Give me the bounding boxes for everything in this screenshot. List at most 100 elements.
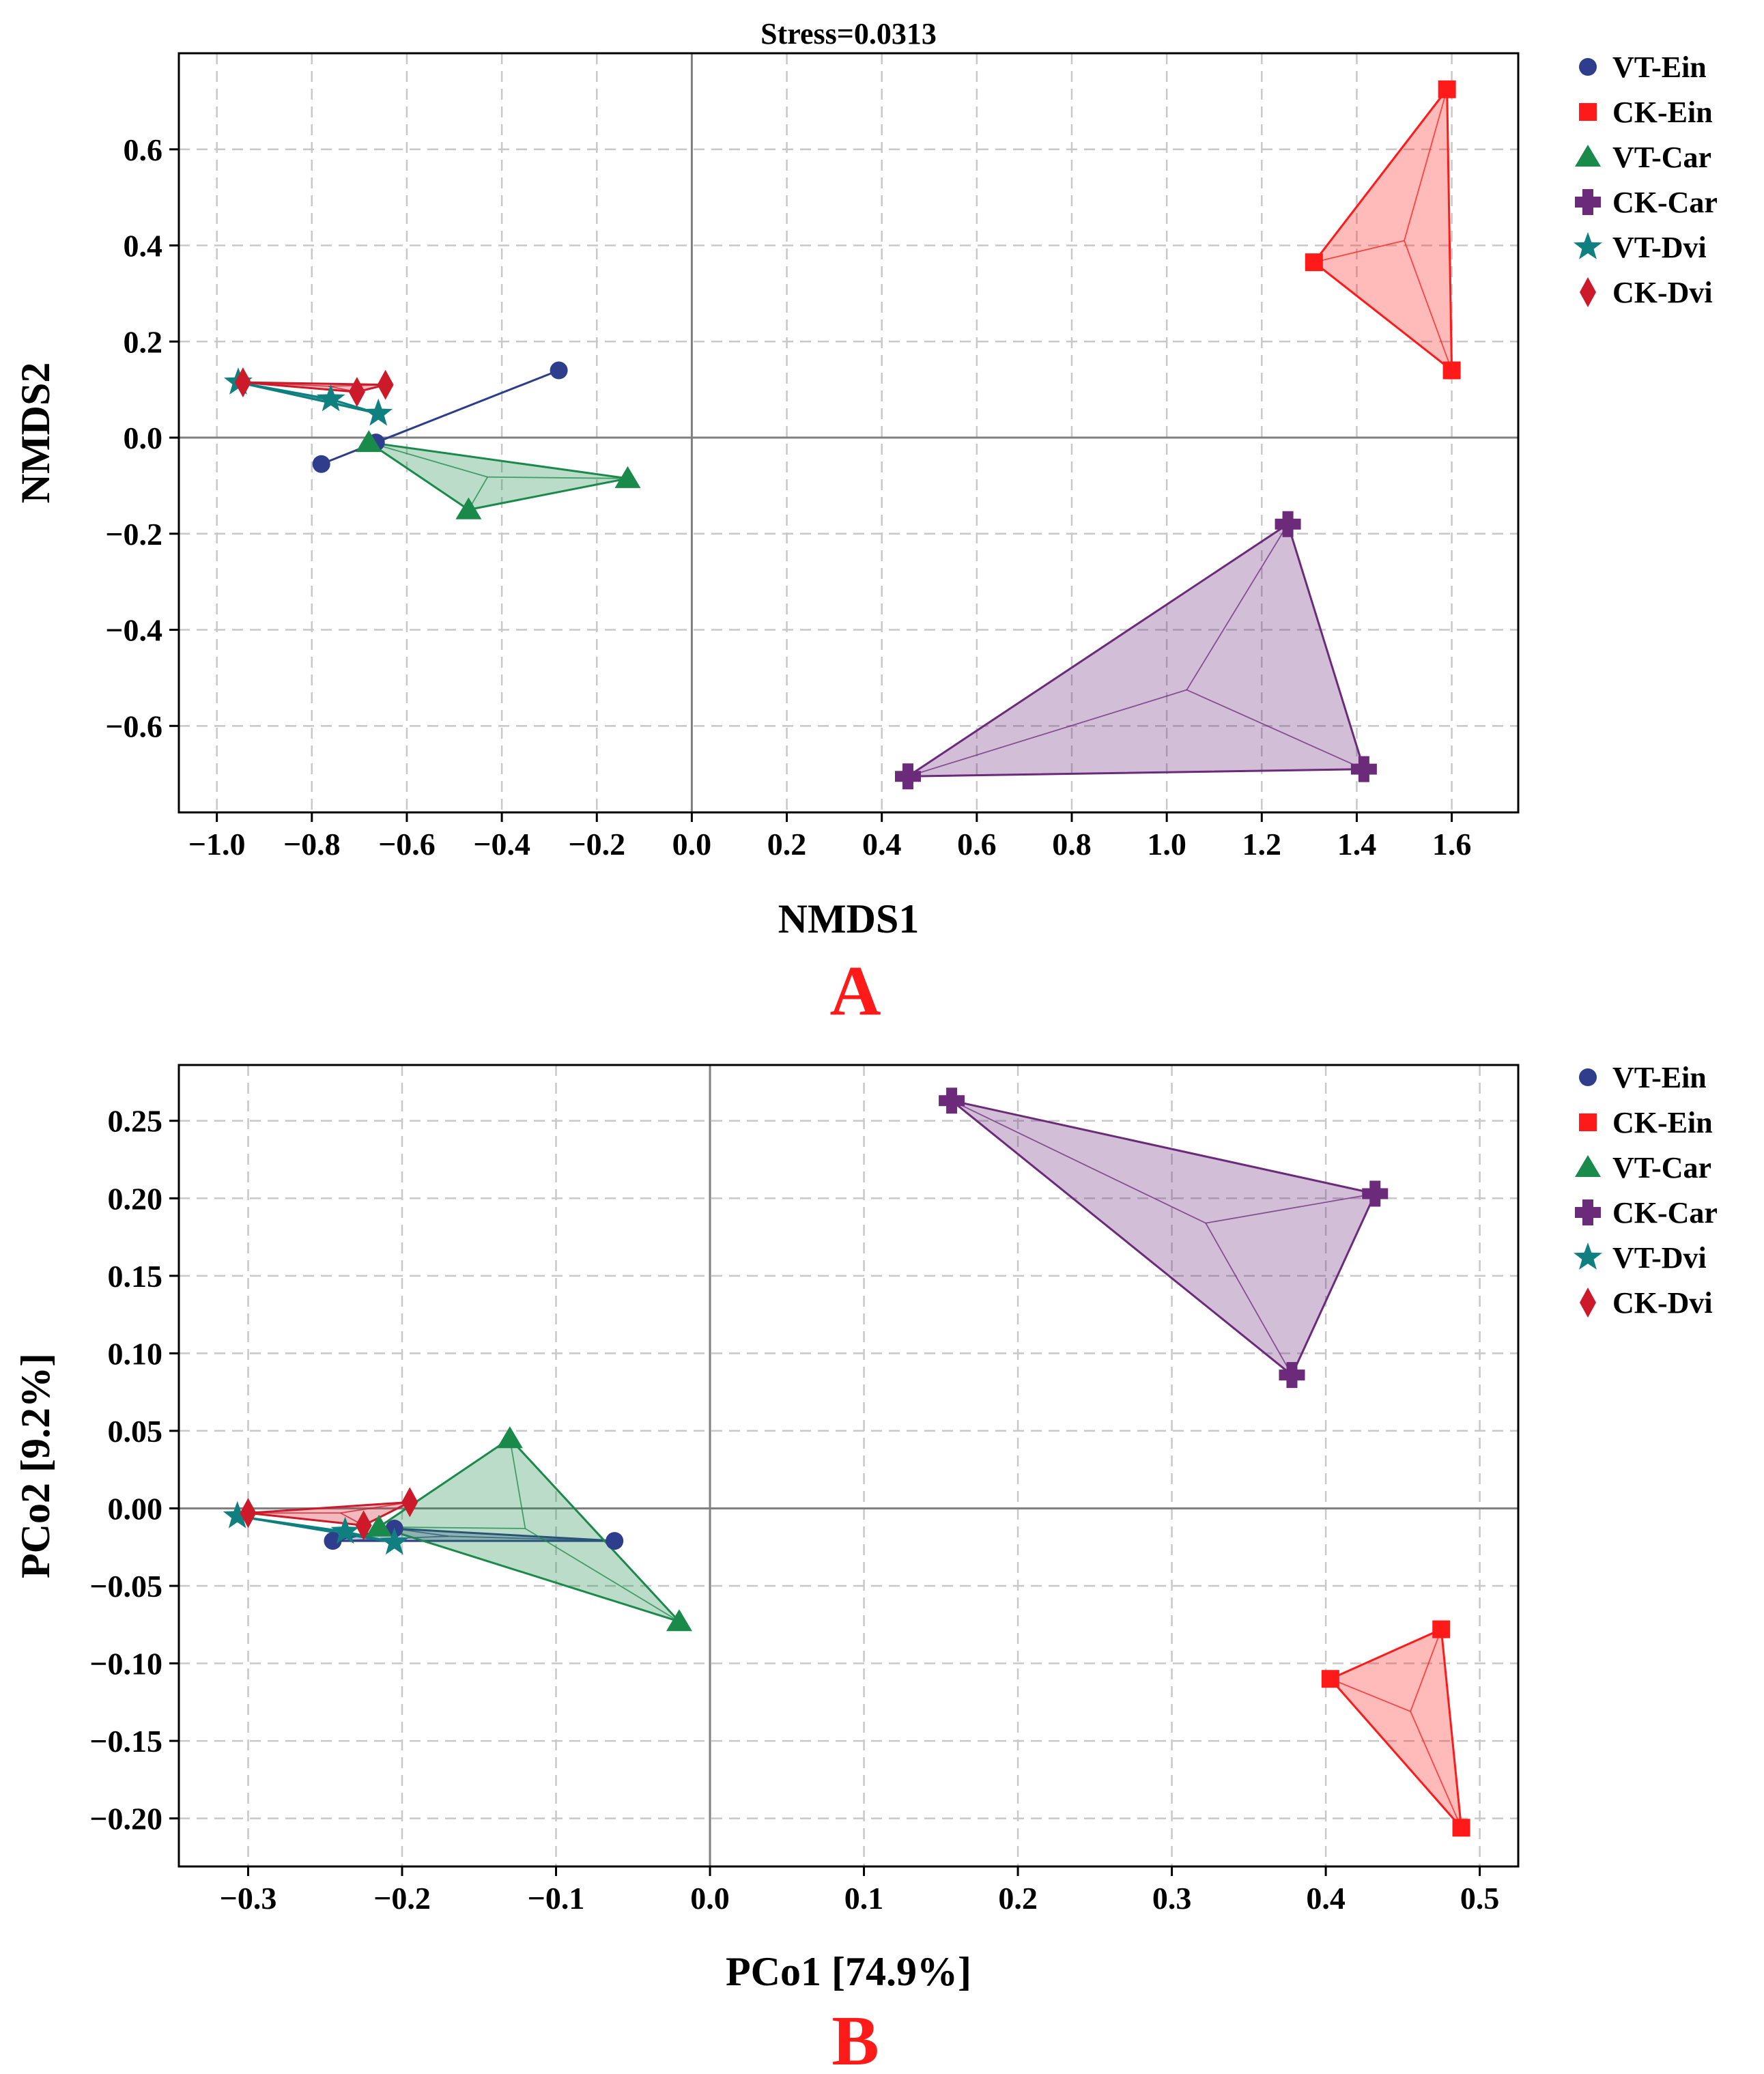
- point-vt-car: [496, 1426, 523, 1449]
- point-ck-dvi: [234, 367, 251, 398]
- legend-label: CK-Ein: [1612, 1106, 1713, 1139]
- group-hulls: [237, 88, 1453, 778]
- group-hulls: [236, 1099, 1463, 1829]
- point-ck-dvi: [401, 1487, 418, 1518]
- point-vt-car: [356, 430, 382, 453]
- x-tick-label: 0.3: [1152, 1881, 1192, 1916]
- x-tick-label: 1.2: [1242, 827, 1282, 862]
- point-vt-ein: [606, 1532, 624, 1550]
- hull-ck-ein: [1329, 1628, 1463, 1829]
- point-ck-car: [1279, 1362, 1305, 1389]
- y-tick-label: 0.00: [108, 1491, 163, 1526]
- point-ck-dvi: [240, 1498, 257, 1529]
- y-tick-label: −0.6: [105, 709, 162, 743]
- grid: [179, 53, 1518, 812]
- point-vt-car: [366, 1514, 393, 1537]
- hull-spoke: [1404, 240, 1453, 371]
- hull-spoke: [951, 1100, 1206, 1224]
- x-tick-label: 1.4: [1337, 827, 1377, 862]
- point-ck-car: [894, 763, 921, 790]
- x-tick-label: −0.6: [378, 827, 436, 862]
- legend: VT-Ein CK-Ein VT-Car CK-Car VT-Dvi CK-Dvi: [1574, 51, 1718, 309]
- point-ck-dvi: [348, 377, 365, 408]
- legend-marker-ck-ein: [1579, 1113, 1597, 1131]
- panel-label: A: [829, 952, 881, 1030]
- point-vt-car: [455, 497, 482, 520]
- point-vt-ein: [312, 455, 330, 473]
- plot-frame: [177, 1064, 1520, 1868]
- y-tick-label: 0.4: [124, 229, 163, 264]
- x-tick-label: 1.6: [1432, 827, 1472, 862]
- y-tick-label: 0.0: [124, 421, 163, 455]
- x-tick-label: 0.8: [1052, 827, 1092, 862]
- legend: VT-Ein CK-Ein VT-Car CK-Car VT-Dvi CK-Dvi: [1574, 1061, 1718, 1320]
- hull-vt-car: [367, 441, 629, 511]
- point-vt-dvi: [330, 1516, 360, 1544]
- hull-spoke: [238, 382, 317, 399]
- x-tick-label: 0.4: [862, 827, 902, 862]
- point-vt-car: [666, 1609, 692, 1632]
- y-tick-label: 0.05: [108, 1414, 163, 1449]
- y-axis-title: NMDS2: [13, 363, 58, 504]
- legend-marker-vt-car: [1575, 145, 1601, 167]
- panel-b-pcoa: −0.3 −0.2 −0.1 0.0 0.1 0.2 0.3 0.4 0.5 −0.20 −0.15…: [13, 1061, 1718, 2074]
- chart-title: Stress=0.0313: [760, 17, 937, 51]
- y-tick-label: 0.10: [108, 1336, 163, 1371]
- hull-spoke: [1206, 1193, 1376, 1224]
- hull-spoke: [242, 382, 329, 387]
- y-axis: −0.20 −0.15 −0.10 −0.05 0.00 0.05 0.10 0.15 0.20…: [89, 1104, 179, 1836]
- y-tick-label: 0.20: [108, 1181, 163, 1216]
- y-tick-label: −0.15: [89, 1724, 162, 1759]
- legend-label: CK-Dvi: [1612, 1286, 1713, 1320]
- hull-spoke: [369, 442, 488, 478]
- hull-ck-car: [950, 1099, 1376, 1376]
- y-tick-label: −0.20: [89, 1802, 162, 1836]
- x-tick-label: −0.3: [220, 1881, 277, 1916]
- y-tick-label: 0.15: [108, 1259, 163, 1294]
- point-ck-car: [939, 1088, 965, 1114]
- point-vt-dvi: [380, 1527, 409, 1555]
- y-tick-label: 0.6: [124, 132, 163, 167]
- point-vt-ein: [324, 1532, 342, 1550]
- legend-label: VT-Car: [1612, 1151, 1711, 1184]
- legend-label: VT-Car: [1612, 141, 1711, 174]
- hull-spoke: [907, 689, 1187, 778]
- point-ck-dvi: [355, 1510, 372, 1541]
- hull-spoke: [1330, 1678, 1411, 1712]
- x-tick-label: −0.2: [568, 827, 625, 862]
- hull-spoke: [1410, 1629, 1442, 1712]
- x-tick-label: 0.6: [957, 827, 997, 862]
- legend-marker-vt-dvi: [1574, 1242, 1602, 1270]
- legend-marker-vt-ein: [1579, 1068, 1597, 1086]
- grid: [179, 1065, 1518, 1866]
- point-ck-ein: [1442, 361, 1461, 380]
- legend-marker-ck-car: [1575, 189, 1601, 215]
- hull-spoke: [509, 1438, 526, 1529]
- legend-marker-vt-dvi: [1574, 232, 1602, 259]
- hull-spoke: [1404, 89, 1448, 241]
- y-tick-label: −0.10: [89, 1647, 162, 1681]
- hull-ck-ein: [1313, 88, 1453, 372]
- x-tick-label: 0.5: [1460, 1881, 1500, 1916]
- hull-spoke: [379, 1526, 526, 1529]
- point-ck-car: [1362, 1180, 1389, 1207]
- legend-label: VT-Ein: [1612, 1061, 1707, 1094]
- point-ck-dvi: [377, 369, 394, 400]
- hull-spoke: [340, 1501, 410, 1514]
- x-axis: −0.3 −0.2 −0.1 0.0 0.1 0.2 0.3 0.4 0.5: [220, 1866, 1500, 1916]
- x-tick-label: 0.4: [1306, 1881, 1346, 1916]
- hull-spoke: [1186, 524, 1289, 691]
- legend-marker-ck-car: [1575, 1199, 1601, 1225]
- point-vt-dvi: [223, 1501, 252, 1529]
- legend-marker-ck-dvi: [1580, 277, 1596, 307]
- hull-spoke: [524, 1528, 680, 1622]
- x-tick-label: 0.2: [998, 1881, 1038, 1916]
- hull-spoke: [1410, 1711, 1462, 1828]
- point-vt-dvi: [316, 384, 345, 412]
- hull-spoke: [487, 476, 628, 479]
- hull-spoke: [394, 1528, 449, 1537]
- plot-frame: [177, 52, 1520, 814]
- x-axis-title: NMDS1: [778, 896, 920, 941]
- x-tick-label: 0.2: [767, 827, 807, 862]
